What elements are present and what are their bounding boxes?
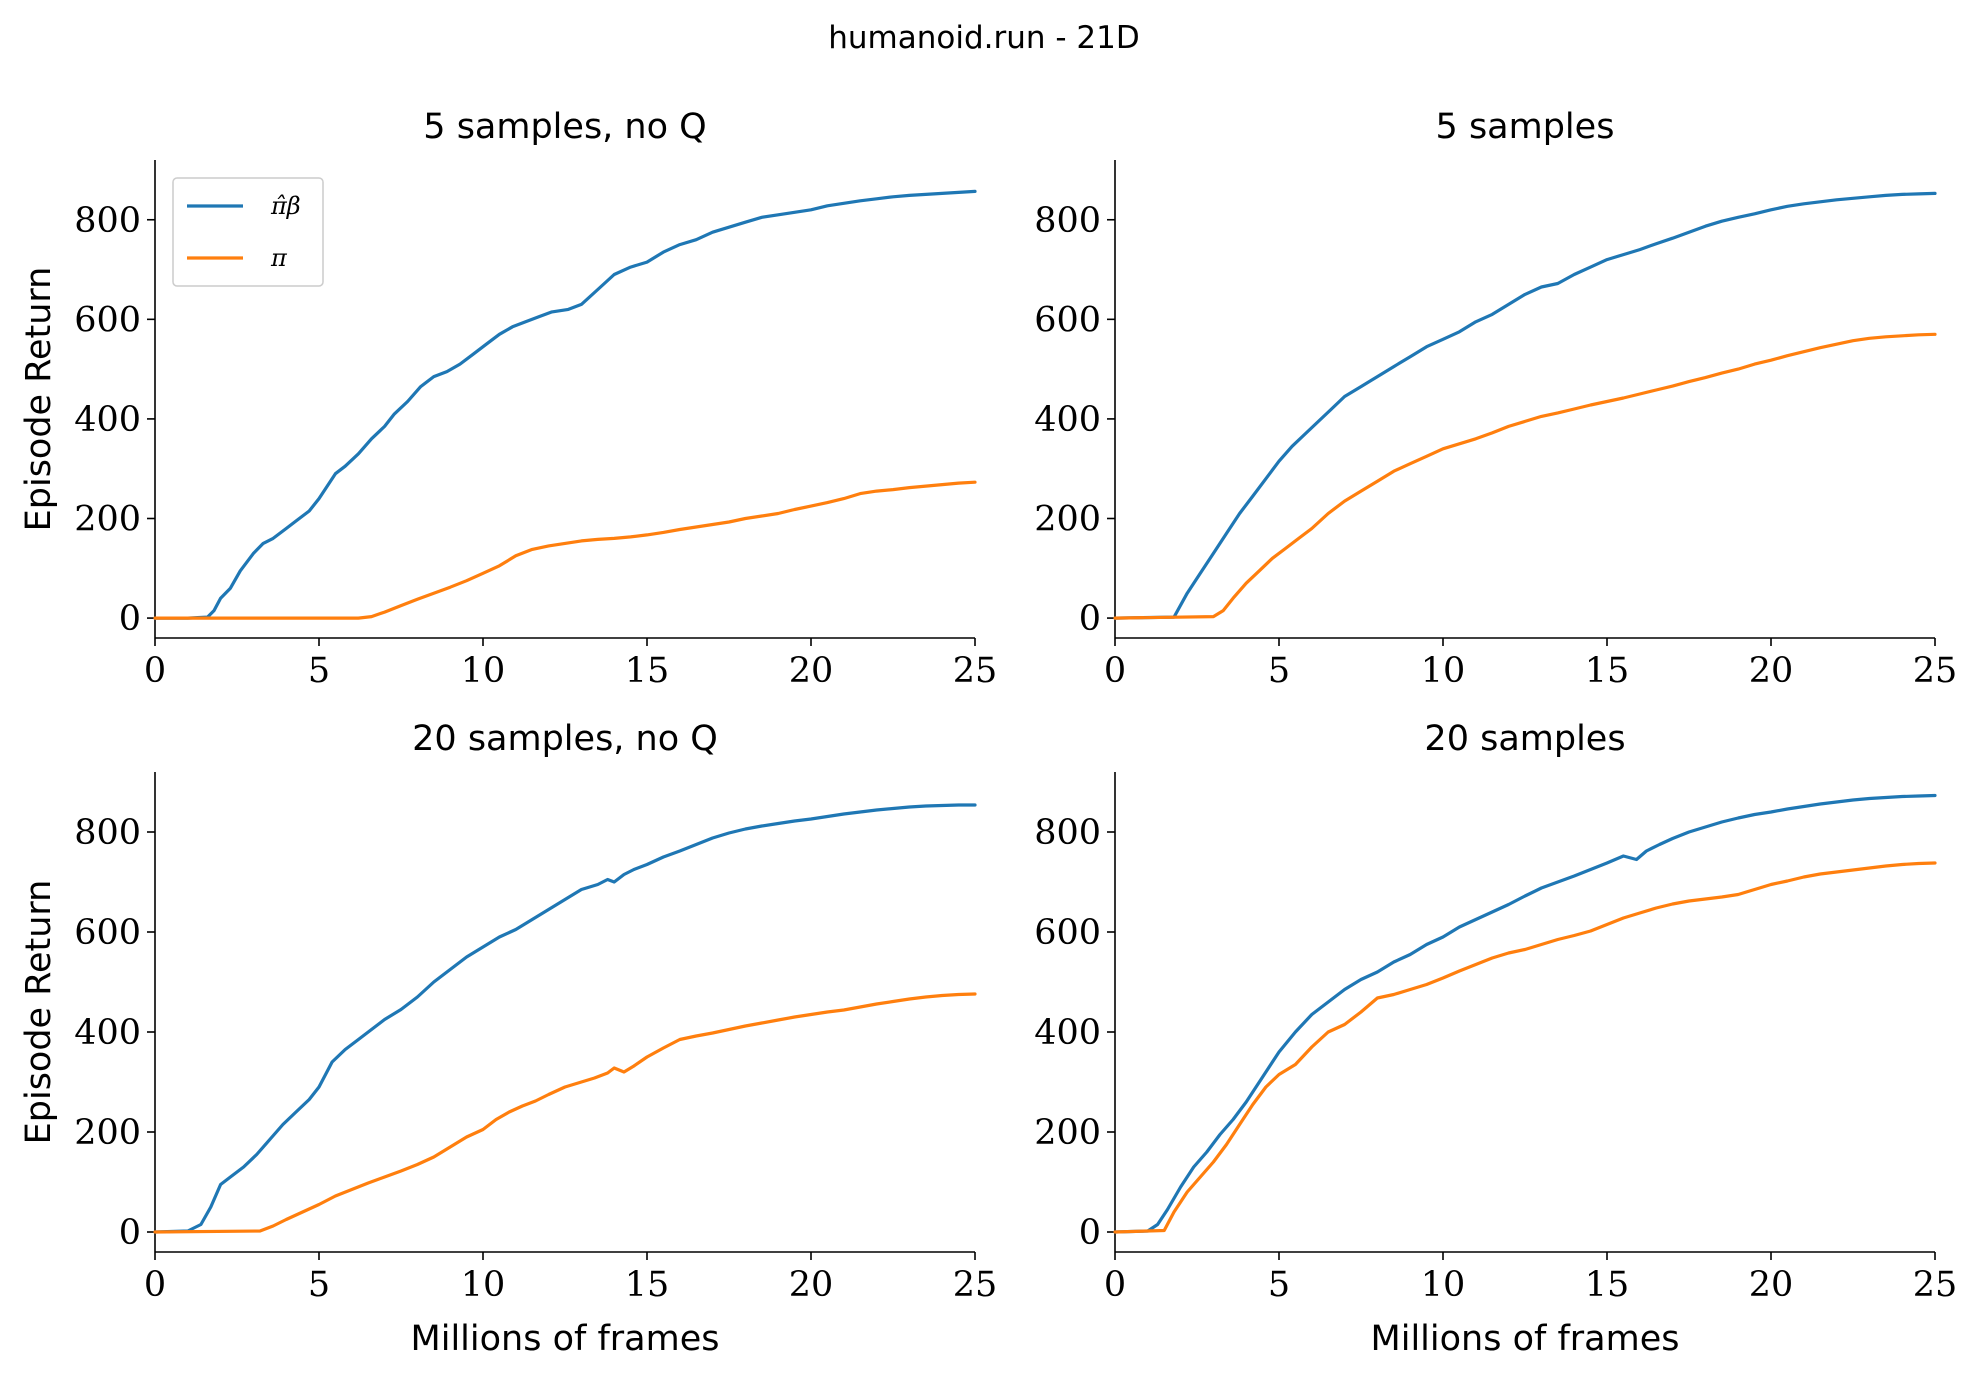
y-tick-label: 600 — [1034, 913, 1101, 953]
series-line-pi_beta — [1113, 191, 1937, 620]
x-tick-label: 20 — [789, 1265, 834, 1305]
x-tick-label: 5 — [308, 651, 330, 691]
y-tick-label: 800 — [1034, 813, 1101, 853]
x-tick-label: 20 — [1749, 1265, 1794, 1305]
series-line-pi_beta — [1113, 793, 1937, 1234]
x-tick-label: 10 — [1421, 651, 1466, 691]
x-axis-label: Millions of frames — [1371, 1319, 1680, 1359]
subplot-title: 5 samples, no Q — [423, 107, 706, 147]
x-tick-label: 15 — [625, 1265, 670, 1305]
y-axis-label: Episode Return — [19, 267, 59, 532]
y-tick-label: 800 — [74, 813, 141, 853]
legend-label-pi_beta: π̂β — [270, 192, 301, 220]
y-tick-label: 200 — [74, 1113, 141, 1153]
y-tick-label: 400 — [74, 400, 141, 440]
y-tick-label: 0 — [1079, 599, 1101, 639]
x-tick-label: 25 — [953, 1265, 998, 1305]
x-tick-label: 20 — [1749, 651, 1794, 691]
x-axis-label: Millions of frames — [411, 1319, 720, 1359]
y-tick-label: 600 — [74, 300, 141, 340]
y-tick-label: 0 — [119, 1213, 141, 1253]
subplot-title: 20 samples — [1424, 719, 1625, 759]
x-tick-label: 25 — [1913, 1265, 1958, 1305]
y-tick-label: 200 — [1034, 1113, 1101, 1153]
y-tick-label: 800 — [74, 201, 141, 241]
subplot-3: 20 samples, no Q 0 5 10 15 20 25 0 200 400 600 800 M… — [19, 719, 997, 1359]
subplot-2: 5 samples 0 5 10 15 20 25 0 200 400 600 800 — [1034, 107, 1957, 691]
y-tick-label: 0 — [119, 599, 141, 639]
x-tick-label: 15 — [1585, 651, 1630, 691]
series-line-pi_beta — [153, 189, 977, 620]
subplot-title: 20 samples, no Q — [412, 719, 718, 759]
x-tick-label: 10 — [1421, 1265, 1466, 1305]
y-tick-label: 400 — [1034, 1013, 1101, 1053]
x-tick-label: 25 — [953, 651, 998, 691]
x-tick-label: 15 — [1585, 1265, 1630, 1305]
x-tick-label: 0 — [144, 651, 166, 691]
x-tick-label: 0 — [144, 1265, 166, 1305]
x-tick-label: 5 — [308, 1265, 330, 1305]
x-tick-label: 5 — [1268, 1265, 1290, 1305]
subplot-1: 5 samples, no Q 0 5 10 15 20 25 0 200 400 600 800 Ep… — [19, 107, 997, 691]
series-line-pi — [153, 480, 977, 620]
y-tick-label: 200 — [1034, 500, 1101, 540]
y-tick-label: 400 — [74, 1013, 141, 1053]
series-line-pi — [1113, 861, 1937, 1234]
subplot-4: 20 samples 0 5 10 15 20 25 0 200 400 600 800 Million… — [1034, 719, 1957, 1359]
legend: π̂β π — [172, 177, 324, 287]
y-tick-label: 600 — [74, 913, 141, 953]
subplot-title: 5 samples — [1436, 107, 1615, 147]
figure-title: humanoid.run - 21D — [828, 20, 1140, 56]
x-tick-label: 20 — [789, 651, 834, 691]
x-tick-label: 10 — [461, 651, 506, 691]
y-tick-label: 0 — [1079, 1213, 1101, 1253]
y-tick-label: 200 — [74, 500, 141, 540]
x-tick-label: 5 — [1268, 651, 1290, 691]
series-line-pi — [153, 992, 977, 1234]
y-tick-label: 400 — [1034, 400, 1101, 440]
series-line-pi — [1113, 332, 1937, 620]
x-tick-label: 0 — [1104, 651, 1126, 691]
legend-label-pi: π — [270, 244, 288, 272]
y-tick-label: 600 — [1034, 300, 1101, 340]
x-tick-label: 25 — [1913, 651, 1958, 691]
x-tick-label: 0 — [1104, 1265, 1126, 1305]
y-axis-label: Episode Return — [19, 880, 59, 1145]
x-tick-label: 15 — [625, 651, 670, 691]
x-tick-label: 10 — [461, 1265, 506, 1305]
y-tick-label: 800 — [1034, 201, 1101, 241]
series-line-pi_beta — [153, 803, 977, 1234]
